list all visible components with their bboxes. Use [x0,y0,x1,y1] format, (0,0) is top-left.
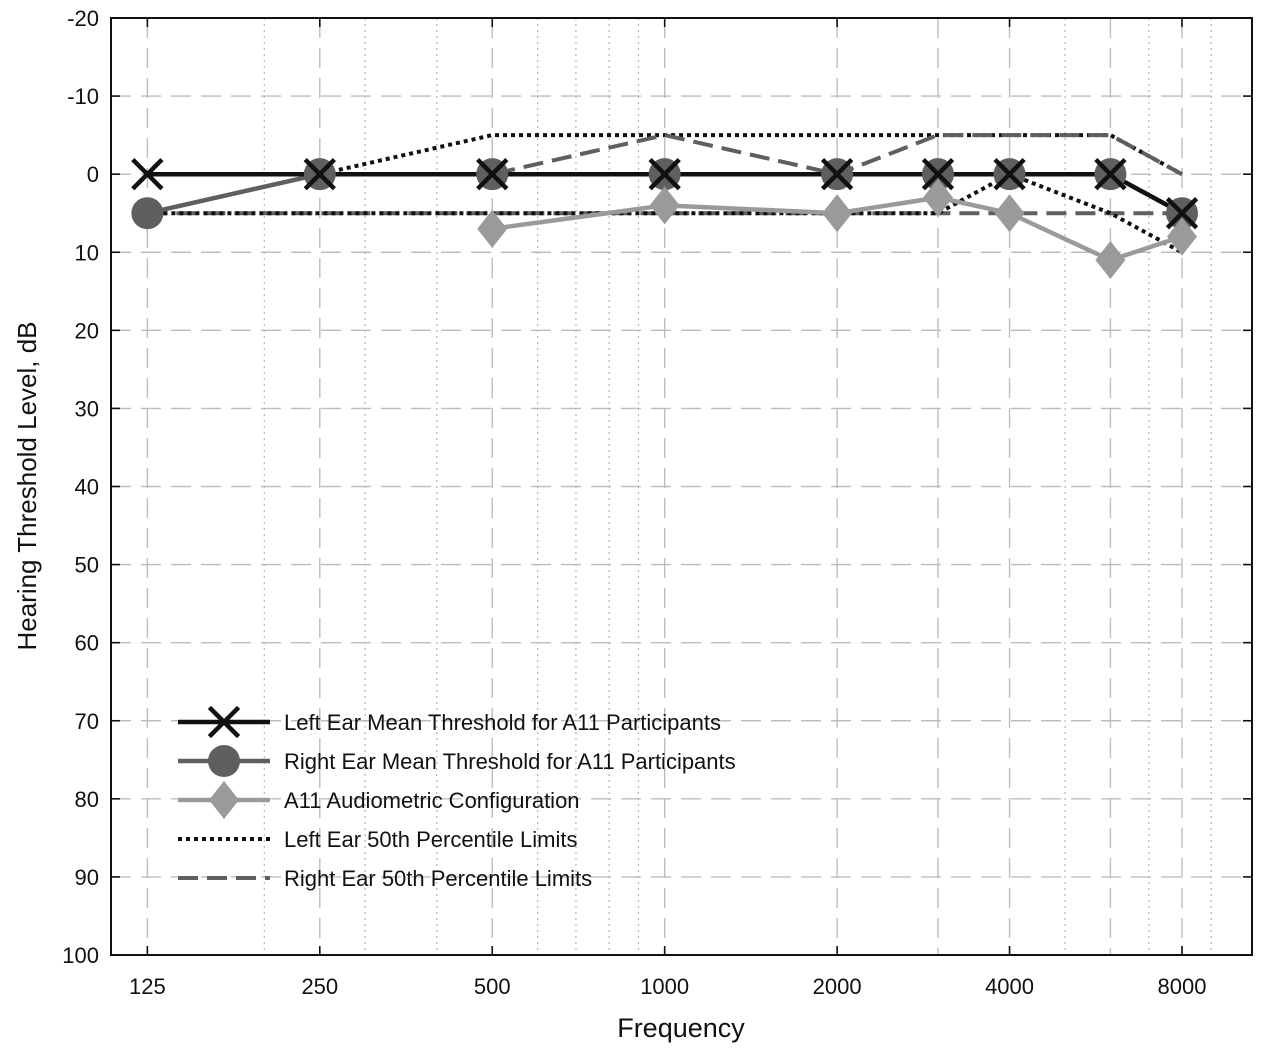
x-tick-label: 250 [301,974,338,999]
y-tick-label: 80 [75,787,99,812]
diamond-marker [477,209,508,248]
diamond-marker [1095,241,1126,280]
diamond-marker [922,178,953,217]
y-tick-label: 60 [75,631,99,656]
y-tick-label: 90 [75,865,99,890]
x-tick-label: 8000 [1158,974,1207,999]
x-tick-label: 500 [474,974,511,999]
legend: Left Ear Mean Threshold for A11 Particip… [178,705,736,891]
x-marker [1094,157,1127,191]
x-tick-label: 125 [129,974,166,999]
y-axis-title: Hearing Threshold Level, dB [12,321,42,650]
markers-a11-configuration [477,178,1197,280]
legend-label: Right Ear Mean Threshold for A11 Partici… [284,749,736,774]
circle-marker [208,745,240,777]
legend-item: Left Ear Mean Threshold for A11 Particip… [178,705,721,739]
x-marker [476,157,509,191]
x-tick-label: 1000 [640,974,689,999]
x-marker [993,157,1026,191]
diamond-marker [649,186,680,225]
y-tick-label: -20 [67,6,99,31]
x-tick-label: 2000 [813,974,862,999]
y-tick-label: 70 [75,709,99,734]
markers-left-ear-mean [131,157,1199,230]
circle-marker [131,197,164,230]
y-tick-label: 0 [87,162,99,187]
y-tick-label: 50 [75,553,99,578]
diamond-marker [1166,217,1197,256]
y-tick-label: 100 [62,943,99,968]
y-tick-label: 20 [75,318,99,343]
y-tick-label: 10 [75,240,99,265]
legend-label: Left Ear 50th Percentile Limits [284,827,577,852]
y-tick-label: -10 [67,84,99,109]
x-marker [820,157,854,191]
x-marker [921,157,955,191]
diamond-marker [822,194,853,233]
x-marker [207,705,241,739]
axis-ticks: -20 -10 0 10 20 30 40 50 60 70 80 90 100 125 250 500 100… [62,6,1252,999]
series-layer [131,133,1199,280]
x-marker [303,157,336,191]
legend-label: A11 Audiometric Configuration [284,788,580,813]
x-marker [131,157,164,191]
y-tick-label: 40 [75,475,99,500]
diamond-marker [209,781,239,819]
legend-item: A11 Audiometric Configuration [178,781,580,819]
legend-item: Right Ear Mean Threshold for A11 Partici… [178,745,736,777]
x-tick-label: 4000 [985,974,1034,999]
x-marker [648,157,681,191]
legend-item: Left Ear 50th Percentile Limits [178,827,577,852]
legend-item: Right Ear 50th Percentile Limits [178,866,592,891]
x-marker [1165,197,1199,230]
legend-label: Left Ear Mean Threshold for A11 Particip… [284,710,721,735]
y-tick-label: 30 [75,396,99,421]
x-axis-title: Frequency [617,1013,745,1043]
legend-label: Right Ear 50th Percentile Limits [284,866,592,891]
diamond-marker [994,194,1025,233]
